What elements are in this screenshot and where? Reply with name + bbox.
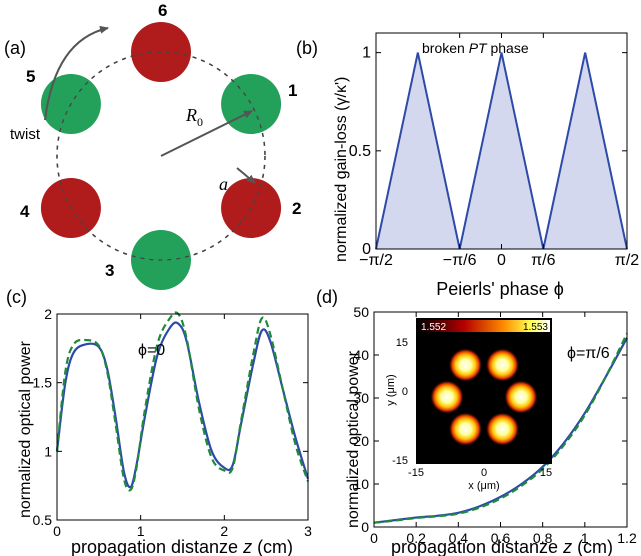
inset-ytick-mid: 0 xyxy=(402,386,408,398)
panel-c-xtick-label: 0 xyxy=(53,523,61,539)
gain-loss-line xyxy=(375,52,628,250)
site-1-circle xyxy=(221,74,282,134)
panel-b-xtick-label: π/6 xyxy=(531,252,555,269)
radius-label: R0 xyxy=(185,105,203,129)
site-5-label: 5 xyxy=(26,67,35,86)
panel-c-ylabel: normalized optical power xyxy=(17,340,34,518)
panel-c-ytick-label: 2 xyxy=(44,306,52,322)
panel-b-xtick-label: 0 xyxy=(497,252,506,269)
panel-b-ytick-label: 0 xyxy=(362,241,371,258)
inset-xtick-right: 15 xyxy=(540,467,552,479)
waveguide-sites: 1 2 3 4 5 6 xyxy=(20,1,301,290)
panel-d-ytick-label: 30 xyxy=(353,390,369,406)
panel-d-ytick-label: 20 xyxy=(353,433,369,449)
panel-c-frame xyxy=(56,313,309,521)
panel-d-xtick-label: 1.2 xyxy=(617,530,637,546)
broken-pt-phase-text: broken PT phase xyxy=(422,40,529,56)
panel-d-xtick-label: 0.4 xyxy=(449,530,469,546)
site-3-label: 3 xyxy=(105,261,114,280)
panel-b-xtick-label: π/2 xyxy=(615,252,639,269)
panel-d-xtick-label: 0.6 xyxy=(491,530,511,546)
panel-d-series xyxy=(373,333,628,524)
inset-spot-1 xyxy=(485,347,520,382)
panel-d-solid-line xyxy=(373,337,628,524)
panel-c-ytick-label: 1 xyxy=(44,443,52,459)
panel-c-ytick-label: 0.5 xyxy=(33,512,53,528)
panel-b-label: (b) xyxy=(296,38,318,58)
panel-c-label: (c) xyxy=(6,287,27,307)
panel-c-dashed-line xyxy=(55,311,310,492)
panel-d-xtick-label: 0.2 xyxy=(406,530,426,546)
inset-spot-6 xyxy=(448,347,483,382)
panel-c-solid-line xyxy=(55,321,310,489)
panel-c-xlabel: propagation distanze z (cm) xyxy=(71,537,293,556)
inset-spot-5 xyxy=(430,380,464,414)
site-1-label: 1 xyxy=(288,81,297,100)
panel-d-xtick-label: 0.8 xyxy=(533,530,553,546)
colorbar-max: 1.553 xyxy=(523,322,548,333)
inset-spot-2 xyxy=(504,380,538,414)
inset-xtick-left: -15 xyxy=(408,467,424,479)
panel-a-label: (a) xyxy=(4,38,26,58)
panel-a: (a) 1 2 3 4 5 6 twist R0 a xyxy=(4,1,301,290)
panel-c-xtick-label: 1 xyxy=(137,523,145,539)
intensity-inset: 1.552 1.553 15 0 -15 -15 0 15 x (μm) y (… xyxy=(385,318,552,492)
panel-d-xtick-label: 1 xyxy=(581,530,589,546)
a-arrow xyxy=(236,167,256,184)
panel-b-xtick-label: −π/2 xyxy=(359,252,393,269)
inset-xtick-mid: 0 xyxy=(481,467,487,479)
panel-d-ytick-label: 0 xyxy=(361,519,369,535)
panel-d-ylabel: normalized optical power xyxy=(345,350,362,528)
a-label: a xyxy=(219,174,228,194)
gain-loss-fill xyxy=(376,52,627,249)
inset-xlabel: x (μm) xyxy=(468,480,499,492)
inset-colorbar xyxy=(418,320,550,332)
inset-spot-4 xyxy=(448,412,483,447)
inset-ytick-bottom: -15 xyxy=(392,455,408,467)
inset-ylabel: y (μm) xyxy=(385,374,397,405)
inset-spot-3 xyxy=(485,412,520,447)
panel-d: 0 0.2 0.4 0.6 0.8 1 1.2 0 10 20 30 40 50 (d) ϕ=π/6 n… xyxy=(316,287,637,556)
inset-mode-spots xyxy=(430,347,538,447)
panel-d-label: (d) xyxy=(316,287,338,307)
twist-label: twist xyxy=(10,126,41,143)
panel-d-ytick-label: 10 xyxy=(353,476,369,492)
panel-d-ytick-label: 50 xyxy=(353,304,369,320)
phi-zero-annotation: ϕ=0 xyxy=(138,342,165,359)
panel-c-xtick-label: 3 xyxy=(304,523,312,539)
panel-b: −π/2 −π/6 0 π/6 π/2 0 0.5 1 (b) broken PT phase… xyxy=(296,32,639,299)
twist-arrow xyxy=(44,25,109,121)
panel-c: 0 1 2 3 0.5 1 1.5 2 (c) ϕ=0 normalized optical … xyxy=(6,287,312,556)
radius-arrow xyxy=(160,110,253,157)
panel-c-axes: 0 1 2 3 0.5 1 1.5 2 xyxy=(33,306,313,539)
ring-dashed-overlay xyxy=(56,51,266,261)
panel-d-xtick-label: 0 xyxy=(370,530,378,546)
inset-ytick-top: 15 xyxy=(396,337,408,349)
panel-c-xtick-label: 2 xyxy=(220,523,228,539)
panel-b-ytick-label: 1 xyxy=(362,45,371,62)
panel-d-xlabel: propagation distanze z (cm) xyxy=(391,537,613,556)
site-4-label: 4 xyxy=(20,202,30,221)
phi-pi6-annotation: ϕ=π/6 xyxy=(567,345,610,362)
site-6-label: 6 xyxy=(158,1,167,20)
panel-c-series xyxy=(55,311,310,492)
panel-d-axes: 0 0.2 0.4 0.6 0.8 1 1.2 0 10 20 30 40 50 xyxy=(353,304,637,546)
panel-b-xlabel: Peierls' phase ϕ xyxy=(436,279,564,299)
panel-b-axes: −π/2 −π/6 0 π/6 π/2 0 0.5 1 xyxy=(349,33,639,269)
panel-b-ylabel: normalized gain-loss (γ/κ') xyxy=(333,77,350,262)
panel-d-ytick-label: 40 xyxy=(353,347,369,363)
panel-b-ytick-label: 0.5 xyxy=(349,143,371,160)
colorbar-min: 1.552 xyxy=(421,322,446,333)
panel-b-xtick-label: −π/6 xyxy=(443,252,477,269)
panel-c-ytick-label: 1.5 xyxy=(33,375,53,391)
site-2-label: 2 xyxy=(292,199,301,218)
